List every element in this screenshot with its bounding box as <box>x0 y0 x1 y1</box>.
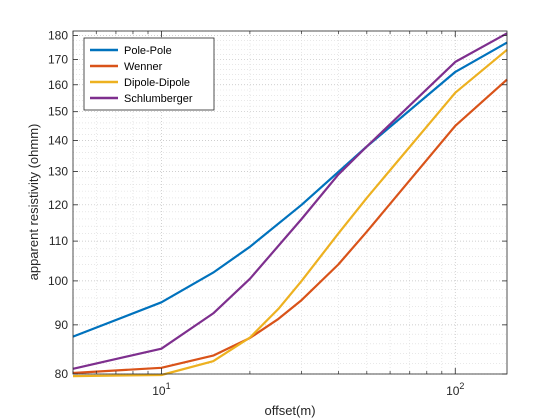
series-line-dipole-dipole <box>72 48 508 378</box>
x-tick-label: 102 <box>446 381 464 398</box>
y-tick-label: 130 <box>48 164 68 178</box>
series-lines <box>72 32 508 378</box>
plot-frame <box>72 30 508 375</box>
y-tick-label: 110 <box>49 234 68 248</box>
legend-label: Schlumberger <box>124 93 193 105</box>
y-tick-label: 150 <box>48 105 68 119</box>
legend-label: Pole-Pole <box>124 45 172 57</box>
y-tick-label: 100 <box>48 274 68 288</box>
legend-label: Dipole-Dipole <box>124 77 190 89</box>
series-line-schlumberger <box>72 32 508 370</box>
legend-label: Wenner <box>124 61 163 73</box>
axis-ticks <box>72 31 507 375</box>
y-tick-label: 160 <box>48 78 68 92</box>
y-tick-label: 170 <box>48 52 68 66</box>
legend: Pole-Pole Wenner Dipole-Dipole Schlumberger <box>83 37 215 111</box>
y-axis-label: apparent resistivity (ohmm) <box>26 124 41 281</box>
y-tick-label: 180 <box>48 29 68 43</box>
y-tick-label: 120 <box>48 198 68 212</box>
series-line-pole-pole <box>72 41 508 338</box>
x-axis-label: offset(m) <box>264 403 315 418</box>
tick-labels: 101 102 80 90 100 110 120 130 140 150 160 170 180 <box>48 29 464 398</box>
y-tick-label: 90 <box>55 318 69 332</box>
y-tick-label: 140 <box>48 133 68 147</box>
series-line-wenner <box>72 78 508 375</box>
y-tick-label: 80 <box>55 367 69 381</box>
x-tick-label: 101 <box>152 381 170 398</box>
